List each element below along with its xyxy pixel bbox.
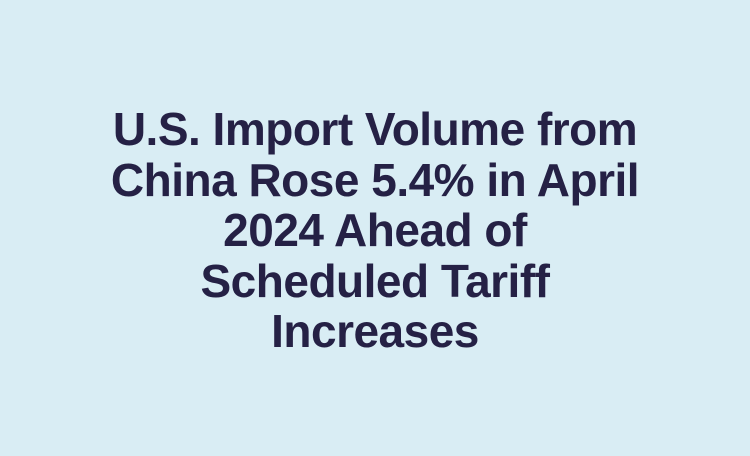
headline-line-4: Scheduled Tariff	[200, 254, 550, 307]
headline-line-2: China Rose 5.4% in April	[110, 153, 640, 206]
page-title: U.S. Import Volume from China Rose 5.4% …	[0, 104, 750, 357]
headline-line-5: Increases	[271, 305, 479, 357]
headline-line-3: 2024 Ahead of	[223, 204, 527, 256]
headline-line-1: U.S. Import Volume from	[112, 103, 638, 155]
